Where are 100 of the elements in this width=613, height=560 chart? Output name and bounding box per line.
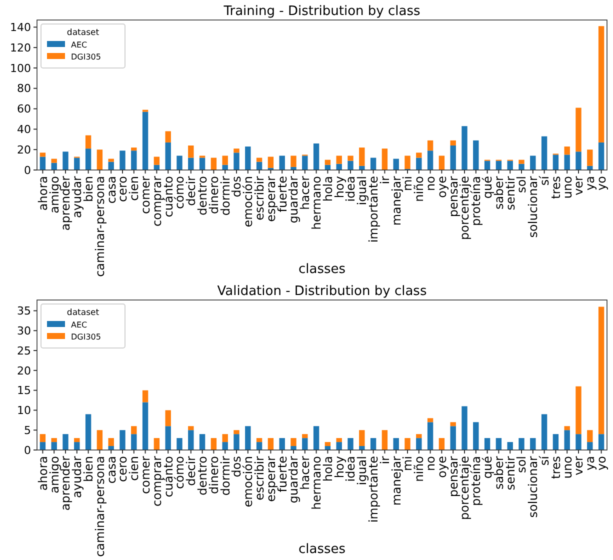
bar — [154, 438, 160, 450]
bar — [51, 438, 57, 442]
x-tick-label: hoy — [332, 176, 346, 198]
x-tick-label: decir — [184, 176, 198, 206]
x-tick-label: dentro — [196, 176, 210, 216]
bar — [336, 438, 342, 442]
bar — [131, 150, 137, 170]
x-tick-label: aprender — [58, 456, 73, 511]
bar — [176, 438, 182, 450]
x-tick-label: ya — [583, 176, 598, 190]
x-tick-label: manejar — [389, 456, 404, 506]
y-tick-label: 15 — [17, 384, 31, 398]
x-tick-label: qué — [480, 456, 494, 479]
legend-label: AEC — [71, 320, 88, 330]
bar — [222, 434, 228, 442]
bar — [518, 438, 524, 450]
bar — [85, 414, 92, 450]
bar — [348, 438, 354, 450]
x-tick-label: tres — [548, 176, 563, 200]
bar — [188, 426, 194, 430]
bar — [336, 442, 342, 450]
x-tick-label: solucionar — [526, 456, 540, 518]
x-tick-label: sentir — [503, 176, 518, 210]
bar — [85, 148, 92, 170]
y-tick-label: 40 — [17, 123, 31, 136]
bar — [541, 414, 548, 450]
bar — [62, 152, 68, 170]
bar — [552, 154, 559, 170]
bar — [496, 438, 502, 450]
x-tick-label: tres — [548, 456, 563, 480]
bar — [199, 434, 206, 450]
bar — [359, 166, 365, 170]
x-tick-label: ahora — [36, 176, 50, 211]
y-tick-label: 120 — [10, 41, 31, 54]
x-tick-label: hoy — [332, 456, 346, 478]
bar — [108, 158, 114, 162]
bar — [131, 148, 137, 151]
bar — [564, 426, 570, 430]
x-tick-label: caminar-persona — [92, 456, 107, 557]
y-tick-label: 35 — [17, 304, 31, 318]
bar — [51, 158, 57, 163]
x-tick-label: ahora — [36, 456, 50, 491]
bar — [404, 156, 410, 169]
x-tick-label: emoción — [241, 456, 256, 508]
bar — [74, 438, 80, 442]
bar — [587, 166, 593, 170]
y-tick-label: 10 — [17, 404, 31, 418]
bar — [427, 150, 434, 170]
bar — [348, 160, 354, 170]
bar — [222, 156, 228, 165]
bar — [450, 146, 456, 170]
x-tick-label: sol — [514, 456, 529, 473]
x-tick-label: idea — [344, 456, 358, 482]
x-tick-label: niño — [412, 176, 426, 202]
bar — [51, 442, 57, 450]
bar — [564, 430, 570, 450]
bar — [176, 156, 182, 170]
x-tick-label: guardar — [286, 456, 301, 504]
x-axis-title: classes — [298, 542, 346, 557]
bar — [393, 158, 399, 170]
x-tick-label: esperar — [264, 456, 278, 502]
bar — [324, 160, 331, 165]
bar — [438, 156, 445, 170]
bar — [313, 143, 320, 170]
bar — [165, 142, 171, 170]
bar — [416, 438, 422, 450]
bar — [131, 434, 137, 450]
bar — [473, 140, 479, 170]
bar — [473, 422, 479, 450]
bar — [279, 156, 285, 170]
bar — [108, 438, 114, 446]
bar — [313, 426, 320, 450]
bar — [120, 430, 126, 450]
x-tick-label: escribir — [252, 176, 266, 220]
bar — [462, 406, 468, 450]
bar — [598, 26, 604, 142]
x-tick-label: comer — [138, 456, 152, 494]
x-tick-label: amigo — [47, 456, 62, 494]
bar — [199, 158, 206, 170]
x-tick-label: esperar — [264, 176, 278, 222]
x-tick-label: bien — [82, 456, 96, 482]
bar — [40, 156, 46, 170]
x-tick-label: cien — [127, 176, 142, 201]
x-tick-label: manejar — [389, 176, 404, 226]
x-tick-label: ayudar — [70, 456, 84, 498]
x-axis-title: classes — [298, 262, 346, 277]
y-tick-label: 0 — [24, 164, 31, 177]
x-tick-label: importante — [366, 456, 380, 523]
bar — [576, 434, 582, 450]
bar — [268, 438, 274, 450]
bar — [210, 438, 217, 450]
x-tick-label: hermano — [310, 456, 324, 510]
x-tick-label: ayudar — [70, 176, 84, 218]
bar — [359, 430, 365, 446]
bar — [85, 135, 92, 149]
bar — [302, 156, 308, 170]
bar — [359, 148, 365, 166]
bar — [279, 438, 285, 450]
y-tick-label: 100 — [10, 62, 31, 75]
bar — [427, 140, 434, 151]
